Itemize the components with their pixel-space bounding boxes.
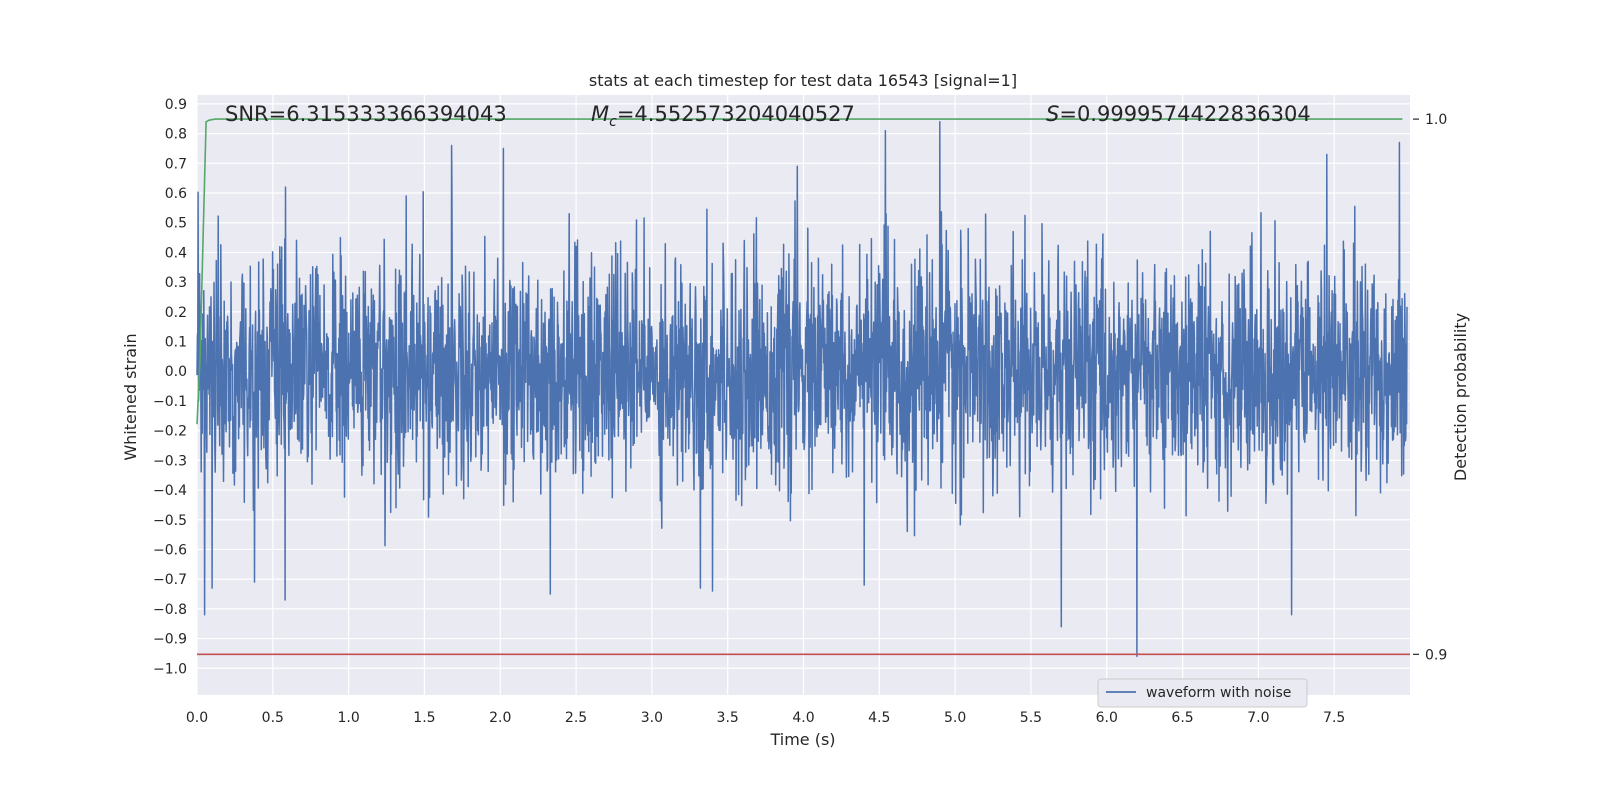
x-tick-label: 4.0 xyxy=(792,710,814,726)
y-axis-label: Whitened strain xyxy=(121,333,140,460)
legend-box xyxy=(1097,678,1308,708)
y-tick-label: −0.7 xyxy=(153,572,187,588)
y-tick-label: 0.0 xyxy=(165,364,187,380)
probability-series xyxy=(196,118,1410,656)
x-tick-label: 3.5 xyxy=(717,710,739,726)
y-tick-label: 0.9 xyxy=(165,97,187,113)
y-tick-label: 0.4 xyxy=(165,245,187,261)
y-tick-label: −0.2 xyxy=(153,424,187,440)
x-tick-label: 2.0 xyxy=(489,710,511,726)
x-tick-labels: 0.0 0.5 1.0 1.5 2.0 2.5 3.0 3.5 4.0 4.5 5.0 5.5 6.0 6… xyxy=(186,710,1345,726)
x-tick-label: 7.0 xyxy=(1247,710,1269,726)
y-tick-label: −1.0 xyxy=(153,661,187,677)
y-tick-label: 0.1 xyxy=(165,335,187,351)
x-axis-label: Time (s) xyxy=(769,730,835,749)
x-tick-label: 6.0 xyxy=(1096,710,1118,726)
x-tick-label: 3.0 xyxy=(641,710,663,726)
score-symbol: S xyxy=(1046,102,1059,126)
y-tick-label: −0.8 xyxy=(153,602,187,618)
x-tick-label: 5.0 xyxy=(944,710,966,726)
y-tick-label: 0.7 xyxy=(165,156,187,172)
waveform-line xyxy=(196,120,1408,658)
score-value: =0.9999574422836304 xyxy=(1059,102,1310,126)
y-tick-label: −0.5 xyxy=(153,513,187,529)
x-tick-label: 0.5 xyxy=(262,710,284,726)
y-tick-label: −0.1 xyxy=(153,394,187,410)
chart-title: stats at each timestep for test data 165… xyxy=(589,71,1017,90)
snr-annotation: SNR=6.315333366394043 xyxy=(225,102,507,126)
score-annotation: S=0.9999574422836304 xyxy=(1046,102,1311,126)
x-tick-label: 4.5 xyxy=(868,710,890,726)
y2-tick-label: 0.9 xyxy=(1425,647,1447,663)
waveform-series xyxy=(196,120,1408,658)
y2-axis-label: Detection probability xyxy=(1451,313,1470,481)
y-tick-label: 0.2 xyxy=(165,305,187,321)
y-tick-label: −0.6 xyxy=(153,542,187,558)
y-tick-label: −0.4 xyxy=(153,483,187,499)
chirp-mass-value: =4.552573204040527 xyxy=(617,102,855,126)
chirp-mass-symbol: M xyxy=(591,102,609,126)
y2-tick-label: 1.0 xyxy=(1425,112,1447,128)
x-tick-label: 1.0 xyxy=(337,710,359,726)
x-tick-label: 7.5 xyxy=(1323,710,1345,726)
chirp-mass-subscript: c xyxy=(609,114,617,130)
x-tick-label: 5.5 xyxy=(1020,710,1042,726)
x-tick-label: 0.0 xyxy=(186,710,208,726)
detection-probability-line xyxy=(196,118,1403,425)
y-tick-label: −0.9 xyxy=(153,632,187,648)
legend-label: waveform with noise xyxy=(1146,685,1291,701)
x-tick-label: 2.5 xyxy=(565,710,587,726)
y-tick-label: 0.8 xyxy=(165,127,187,143)
y-tick-label: 0.6 xyxy=(165,186,187,202)
chirp-mass-annotation: Mc=4.552573204040527 xyxy=(591,102,855,130)
y-tick-label: 0.3 xyxy=(165,275,187,291)
y2-tick-labels: 1.0 0.9 xyxy=(1413,112,1447,663)
legend: waveform with noise xyxy=(1097,678,1308,708)
y-tick-labels: 0.9 0.8 0.7 0.6 0.5 0.4 0.3 0.2 0.1 0.0 −0.1 −0.2 −0… xyxy=(153,97,187,677)
x-tick-label: 6.5 xyxy=(1171,710,1193,726)
y-tick-label: 0.5 xyxy=(165,216,187,232)
y-tick-label: −0.3 xyxy=(153,453,187,469)
x-tick-label: 1.5 xyxy=(413,710,435,726)
